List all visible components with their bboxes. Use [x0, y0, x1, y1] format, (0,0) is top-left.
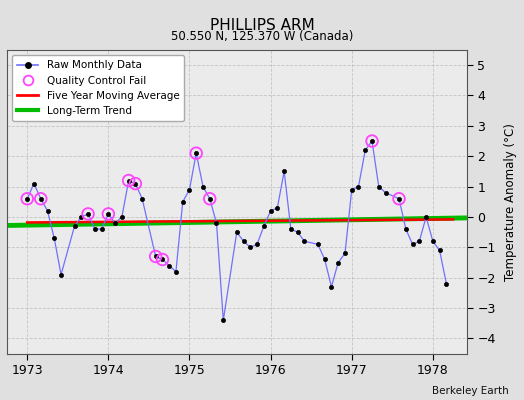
- Y-axis label: Temperature Anomaly (°C): Temperature Anomaly (°C): [504, 123, 517, 281]
- Legend: Raw Monthly Data, Quality Control Fail, Five Year Moving Average, Long-Term Tren: Raw Monthly Data, Quality Control Fail, …: [12, 55, 184, 121]
- Point: [131, 180, 139, 187]
- Point: [368, 138, 376, 144]
- Text: 50.550 N, 125.370 W (Canada): 50.550 N, 125.370 W (Canada): [171, 30, 353, 43]
- Text: Berkeley Earth: Berkeley Earth: [432, 386, 508, 396]
- Point: [104, 211, 113, 217]
- Point: [84, 211, 92, 217]
- Text: PHILLIPS ARM: PHILLIPS ARM: [210, 18, 314, 33]
- Point: [151, 253, 160, 260]
- Point: [158, 256, 167, 263]
- Point: [395, 196, 403, 202]
- Point: [192, 150, 200, 156]
- Point: [124, 177, 133, 184]
- Point: [205, 196, 214, 202]
- Point: [37, 196, 45, 202]
- Point: [23, 196, 31, 202]
